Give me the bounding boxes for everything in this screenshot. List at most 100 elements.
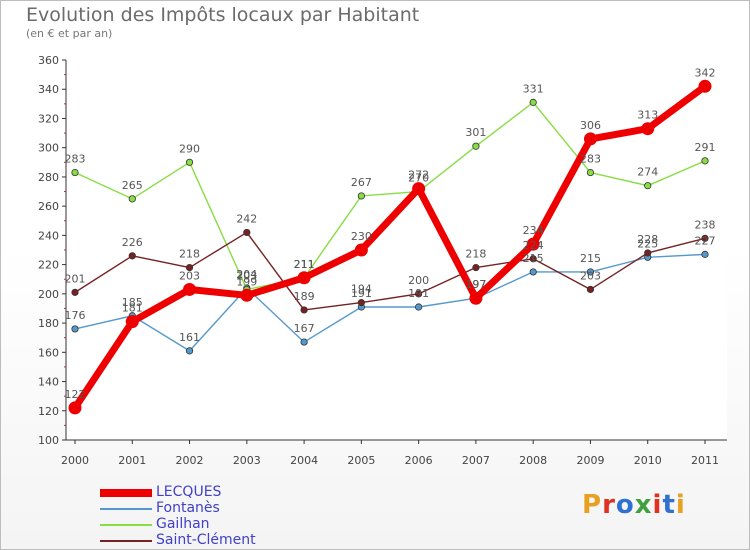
data-point-saint-clement — [128, 252, 136, 260]
data-label-saint-clement: 218 — [465, 248, 486, 261]
x-tick-label: 2000 — [61, 454, 89, 467]
data-label-gailhan: 290 — [179, 142, 200, 155]
data-point-saint-clement — [586, 285, 595, 294]
data-label-saint-clement: 203 — [580, 269, 601, 282]
data-point-lecques — [240, 288, 254, 302]
data-point-fontanes — [529, 268, 537, 276]
legend-swatch — [100, 489, 152, 497]
data-label-gailhan: 331 — [523, 82, 544, 95]
data-label-saint-clement: 242 — [236, 212, 257, 225]
data-point-lecques — [297, 271, 311, 285]
x-tick-label: 2007 — [462, 454, 490, 467]
legend-swatch — [100, 508, 152, 510]
data-label-fontanes: 215 — [580, 252, 601, 265]
data-label-lecques: 313 — [637, 109, 658, 122]
data-label-saint-clement: 200 — [408, 274, 429, 287]
data-point-saint-clement — [243, 228, 251, 237]
chart-title: Evolution des Impôts locaux par Habitant — [26, 4, 420, 26]
proxiti-logo: Proxiti — [582, 490, 686, 520]
logo-letter: x — [634, 490, 653, 520]
y-tick-label: 200 — [38, 288, 59, 301]
data-label-lecques: 211 — [294, 258, 315, 271]
data-label-saint-clement: 238 — [695, 218, 716, 231]
data-label-lecques: 234 — [523, 224, 544, 237]
data-label-fontanes: 225 — [637, 237, 658, 250]
data-label-saint-clement: 226 — [122, 236, 143, 249]
x-tick-label: 2009 — [576, 454, 604, 467]
logo-letter: r — [602, 490, 616, 520]
y-tick-label: 140 — [38, 376, 59, 389]
data-label-gailhan: 270 — [408, 172, 429, 185]
data-point-saint-clement — [701, 234, 709, 242]
data-point-lecques — [354, 243, 368, 257]
data-point-lecques — [412, 182, 426, 196]
data-point-lecques — [68, 401, 82, 415]
data-point-saint-clement — [472, 263, 480, 272]
data-point-gailhan — [128, 195, 136, 203]
data-label-fontanes: 204 — [236, 268, 257, 281]
legend-label: Fontanès — [156, 500, 220, 516]
y-tick-label: 340 — [38, 83, 59, 96]
data-label-lecques: 197 — [465, 278, 486, 291]
data-label-gailhan: 274 — [637, 166, 658, 179]
x-tick-label: 2003 — [233, 454, 261, 467]
data-label-lecques: 181 — [122, 302, 143, 315]
y-tick-label: 260 — [38, 200, 59, 213]
y-tick-label: 280 — [38, 171, 59, 184]
data-point-saint-clement — [185, 263, 194, 272]
data-label-lecques: 203 — [179, 269, 200, 282]
y-tick-label: 160 — [38, 346, 59, 359]
data-label-fontanes: 191 — [408, 287, 429, 300]
data-point-gailhan — [357, 192, 365, 200]
data-label-saint-clement: 194 — [351, 283, 372, 296]
y-tick-label: 240 — [38, 229, 59, 242]
data-label-lecques: 199 — [236, 275, 257, 288]
legend-swatch — [100, 540, 152, 542]
data-label-fontanes: 215 — [523, 252, 544, 265]
data-label-gailhan: 267 — [351, 176, 372, 189]
data-label-gailhan: 283 — [65, 153, 86, 166]
logo-letter: o — [615, 490, 635, 520]
data-label-gailhan: 283 — [580, 153, 601, 166]
data-point-fontanes — [701, 250, 709, 258]
x-tick-label: 2006 — [405, 454, 433, 467]
data-point-saint-clement — [357, 299, 365, 307]
series-line-fontanes — [74, 253, 706, 352]
data-label-gailhan: 301 — [465, 126, 486, 139]
y-tick-label: 360 — [38, 54, 59, 67]
data-label-fontanes: 185 — [122, 296, 143, 309]
data-point-gailhan — [472, 142, 480, 150]
series-layer — [68, 79, 712, 415]
data-point-fontanes — [300, 338, 308, 346]
data-label-saint-clement: 189 — [294, 290, 315, 303]
data-label-lecques: 230 — [351, 230, 372, 243]
data-label-lecques: 342 — [695, 66, 716, 79]
data-point-saint-clement — [415, 290, 423, 298]
data-label-gailhan: 203 — [236, 269, 257, 282]
data-label-fontanes: 227 — [695, 234, 716, 247]
data-label-fontanes: 161 — [179, 331, 200, 344]
data-point-saint-clement — [300, 306, 308, 314]
data-point-lecques — [183, 282, 197, 296]
data-label-fontanes: 176 — [65, 309, 86, 322]
plot-area — [66, 60, 727, 440]
legend-swatch — [100, 524, 152, 526]
data-label-lecques: 306 — [580, 119, 601, 132]
data-label-fontanes: 197 — [465, 278, 486, 291]
data-label-fontanes: 167 — [294, 322, 315, 335]
data-point-lecques — [698, 79, 712, 93]
data-point-gailhan — [586, 168, 595, 177]
chart-subtitle: (en € et par an) — [26, 27, 113, 40]
data-point-fontanes — [586, 268, 595, 276]
logo-letter: i — [675, 490, 686, 520]
data-label-saint-clement: 218 — [179, 248, 200, 261]
data-point-fontanes — [415, 303, 423, 311]
series-line-gailhan — [74, 101, 706, 291]
data-label-gailhan: 291 — [695, 141, 716, 154]
chart-axes: 100 120 140 160 180 200 220 240 260 280 300 320 340 3… — [38, 54, 727, 467]
data-label-saint-clement: 224 — [523, 239, 544, 252]
y-tick-label: 220 — [38, 259, 59, 272]
y-tick-label: 300 — [38, 142, 59, 155]
data-point-gailhan — [185, 158, 194, 166]
legend-label: LECQUES — [156, 484, 222, 500]
